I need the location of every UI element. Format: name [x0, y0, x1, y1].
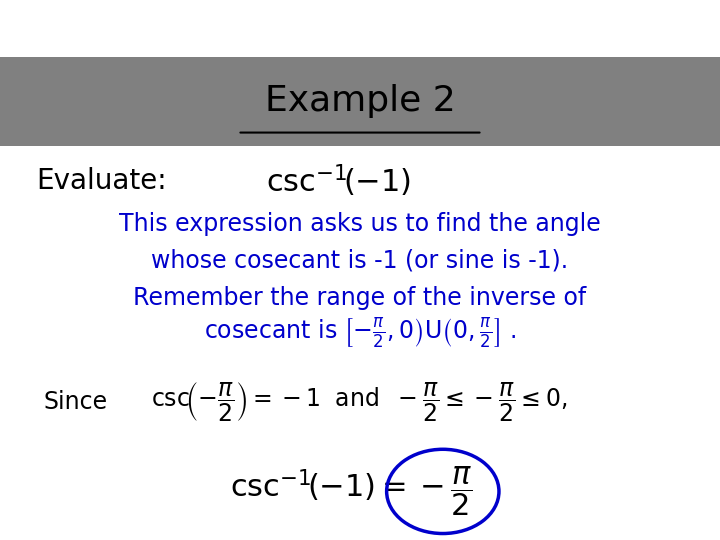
- FancyBboxPatch shape: [0, 57, 720, 146]
- Text: This expression asks us to find the angle: This expression asks us to find the angl…: [119, 212, 601, 236]
- Text: $\mathrm{csc}^{-1}\!\left(-1\right)=-\dfrac{\pi}{2}$: $\mathrm{csc}^{-1}\!\left(-1\right)=-\df…: [230, 464, 473, 518]
- Text: $\mathrm{csc}^{-1}\!\left(-1\right)$: $\mathrm{csc}^{-1}\!\left(-1\right)$: [266, 163, 412, 199]
- Text: Example 2: Example 2: [265, 84, 455, 118]
- Text: $\mathrm{csc}\!\left(-\dfrac{\pi}{2}\right)=-1\;$ and $\;-\dfrac{\pi}{2}\leq-\df: $\mathrm{csc}\!\left(-\dfrac{\pi}{2}\rig…: [151, 381, 567, 424]
- Text: Since: Since: [43, 390, 107, 414]
- Text: cosecant is $\left[-\frac{\pi}{2},0\right)\mathrm{U}\left(0,\frac{\pi}{2}\right]: cosecant is $\left[-\frac{\pi}{2},0\righ…: [204, 317, 516, 352]
- Text: Remember the range of the inverse of: Remember the range of the inverse of: [133, 286, 587, 309]
- Text: Evaluate:: Evaluate:: [36, 167, 166, 195]
- Text: whose cosecant is -1 (or sine is -1).: whose cosecant is -1 (or sine is -1).: [151, 249, 569, 273]
